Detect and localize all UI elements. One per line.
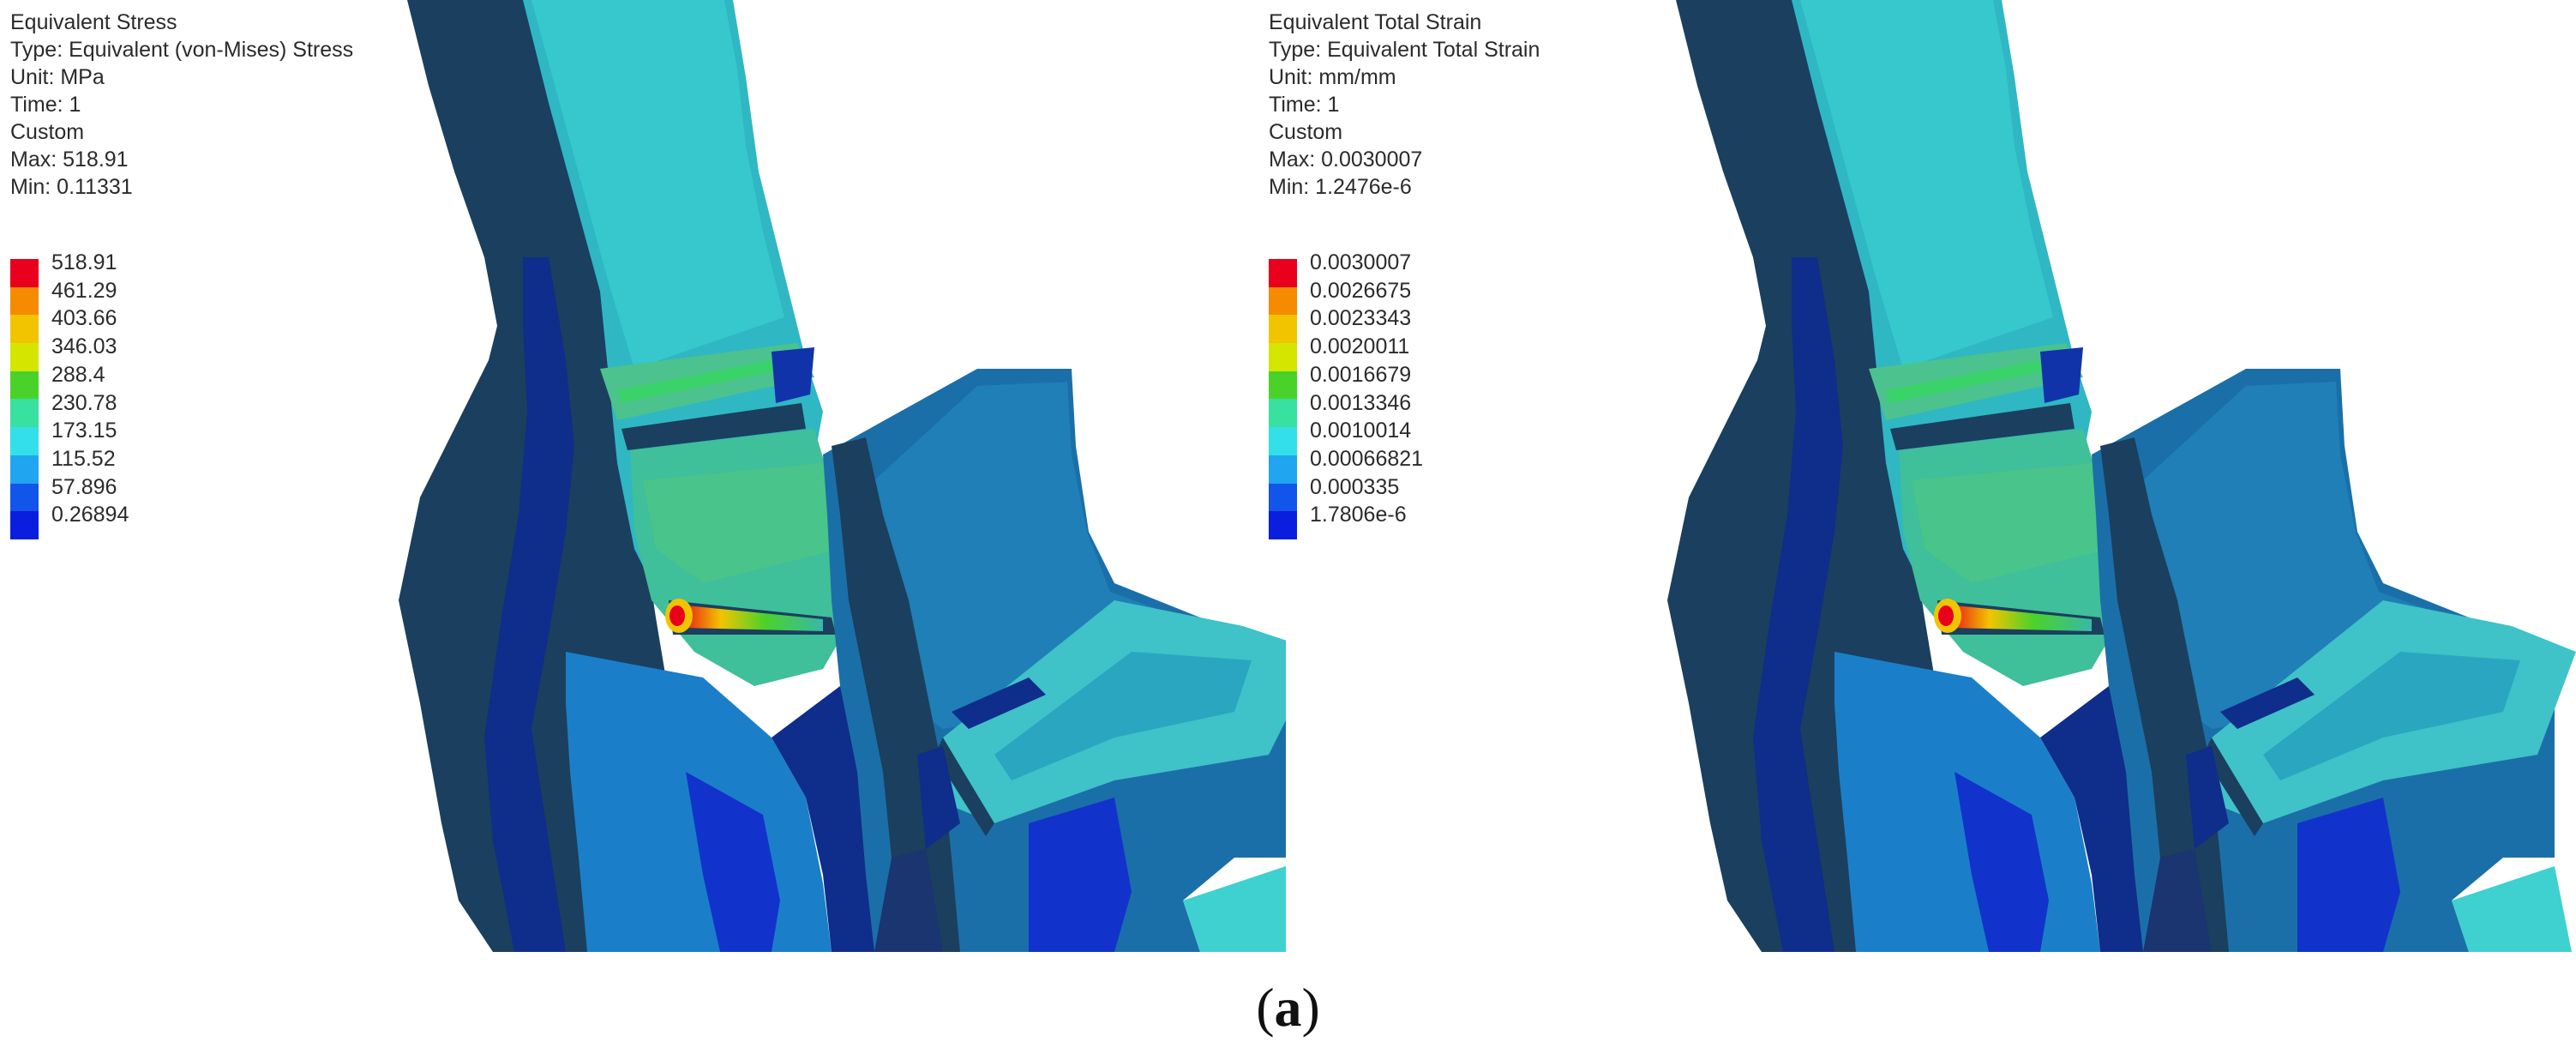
legend-value: 403.66 (51, 306, 117, 331)
stress-info-block: Equivalent Stress Type: Equivalent (von-… (10, 9, 353, 201)
legend-value: 0.0026675 (1310, 278, 1412, 303)
legend-value: 57.896 (51, 474, 117, 499)
strain-panel: Equivalent Total Strain Type: Equivalent… (1269, 0, 2576, 969)
result-scale-mode: Custom (1269, 120, 1343, 144)
result-title: Equivalent Total Strain (1269, 10, 1482, 34)
legend-value: 0.0020011 (1310, 334, 1410, 359)
legend-value: 518.91 (51, 250, 117, 274)
legend-value: 0.00066821 (1310, 446, 1424, 471)
legend-swatch (10, 399, 39, 428)
legend-swatches (10, 259, 39, 539)
legend-swatch (1269, 483, 1297, 512)
legend-swatch (1269, 511, 1297, 539)
legend-value: 0.0013346 (1310, 390, 1412, 415)
legend-value: 1.7806e-6 (1310, 503, 1407, 527)
strain-info-block: Equivalent Total Strain Type: Equivalent… (1269, 9, 1540, 201)
legend-swatch (1269, 399, 1297, 428)
legend-value: 0.000335 (1310, 474, 1400, 499)
legend-swatch (1269, 315, 1297, 344)
legend-swatch (1269, 427, 1297, 455)
result-title: Equivalent Stress (10, 10, 177, 34)
legend-swatch (1269, 343, 1297, 371)
result-min: Min: 1.2476e-6 (1269, 175, 1412, 199)
stress-panel: Equivalent Stress Type: Equivalent (von-… (0, 0, 1286, 969)
result-scale-mode: Custom (10, 120, 85, 144)
legend-swatch (10, 259, 39, 287)
legend-value: 0.26894 (51, 503, 129, 527)
figure-caption: (a) (0, 976, 2576, 1039)
legend-swatch (10, 370, 39, 400)
legend-value: 0.0016679 (1310, 362, 1412, 387)
result-time: Time: 1 (10, 93, 81, 117)
result-type: Type: Equivalent Total Strain (1269, 38, 1540, 62)
legend-swatch (10, 315, 39, 344)
legend-value: 115.52 (51, 446, 116, 471)
strain-contour-model (1667, 0, 2576, 952)
legend-swatch (1269, 455, 1297, 484)
result-max: Max: 518.91 (10, 148, 129, 172)
legend-value: 346.03 (51, 334, 117, 359)
legend-value: 288.4 (51, 362, 105, 387)
caption-open-paren: ( (1256, 977, 1275, 1038)
legend-value: 461.29 (51, 278, 117, 303)
legend-swatch (10, 427, 39, 455)
legend-value: 0.0030007 (1310, 250, 1412, 274)
result-unit: Unit: MPa (10, 65, 105, 89)
legend-values: 0.0030007 0.0026675 0.0023343 0.0020011 … (1310, 249, 1423, 529)
legend-value: 0.0010014 (1310, 419, 1412, 443)
legend-swatches (1269, 259, 1297, 539)
legend-swatch (1269, 286, 1297, 316)
result-type: Type: Equivalent (von-Mises) Stress (10, 38, 354, 62)
stress-contour-model (399, 0, 1286, 952)
caption-close-paren: ) (1301, 977, 1320, 1038)
legend-swatch (1269, 370, 1297, 400)
legend-value: 173.15 (51, 419, 117, 443)
result-max: Max: 0.0030007 (1269, 148, 1423, 172)
legend-swatch (10, 286, 39, 316)
result-min: Min: 0.11331 (10, 175, 133, 199)
result-time: Time: 1 (1269, 93, 1340, 117)
legend-swatch (1269, 259, 1297, 287)
legend-swatch (10, 483, 39, 512)
legend-swatch (10, 511, 39, 539)
legend-swatch (10, 343, 39, 371)
result-unit: Unit: mm/mm (1269, 65, 1396, 89)
legend-value: 0.0023343 (1310, 306, 1412, 331)
caption-letter: a (1274, 977, 1302, 1038)
legend-values: 518.91 461.29 403.66 346.03 288.4 230.78… (51, 249, 129, 529)
legend-value: 230.78 (51, 390, 117, 415)
legend-swatch (10, 455, 39, 484)
